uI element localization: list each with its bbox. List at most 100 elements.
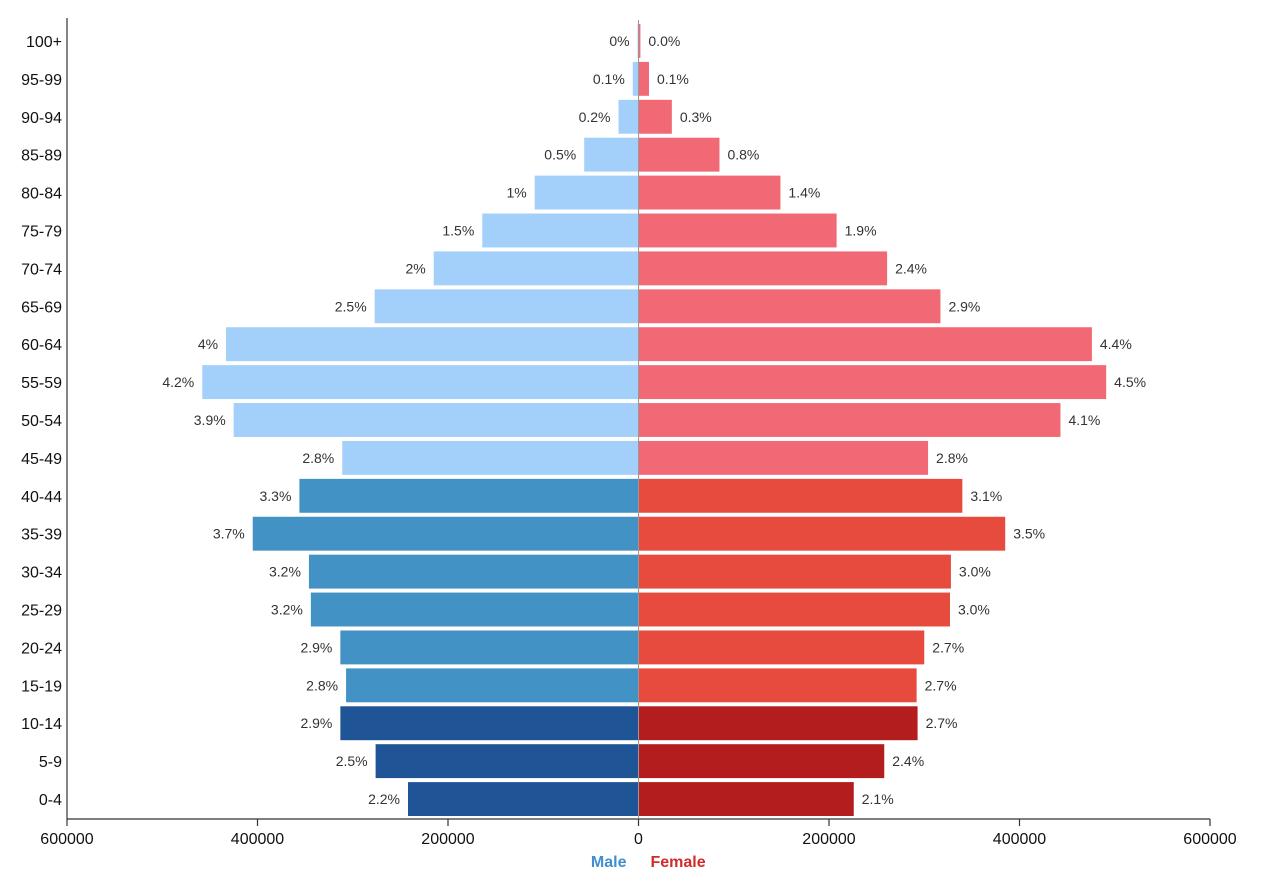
x-tick-label: 0 — [634, 831, 643, 848]
bar-female-20-24 — [638, 630, 925, 665]
pct-label-male-75-79: 1.5% — [442, 222, 474, 238]
pct-label-male-85-89: 0.5% — [544, 147, 576, 163]
bar-male-10-14 — [340, 706, 639, 741]
pct-label-male-40-44: 3.3% — [259, 488, 291, 504]
bar-female-90-94 — [638, 99, 672, 134]
bar-male-95-99 — [632, 61, 639, 96]
pct-label-female-100+: 0.0% — [648, 33, 680, 49]
age-label-65-69: 65-69 — [21, 299, 62, 316]
x-ticks-layer: 600000 400000 200000 0 200000 400000 600000 — [40, 819, 1237, 848]
age-label-45-49: 45-49 — [21, 451, 62, 468]
pct-label-female-85-89: 0.8% — [727, 147, 759, 163]
pct-label-male-60-64: 4% — [198, 336, 218, 352]
bar-female-15-19 — [638, 668, 917, 703]
pct-label-male-55-59: 4.2% — [162, 374, 194, 390]
x-tick-label: 200000 — [802, 831, 855, 848]
bar-male-90-94 — [618, 99, 639, 134]
bar-male-55-59 — [202, 365, 639, 400]
age-label-50-54: 50-54 — [21, 413, 62, 430]
pct-label-female-95-99: 0.1% — [657, 71, 689, 87]
pct-label-male-5-9: 2.5% — [336, 753, 368, 769]
pct-label-female-30-34: 3.0% — [959, 564, 991, 580]
legend-female: Female — [651, 854, 706, 871]
pct-label-female-45-49: 2.8% — [936, 450, 968, 466]
bar-male-70-74 — [433, 251, 639, 286]
age-label-90-94: 90-94 — [21, 110, 62, 127]
bar-male-50-54 — [233, 403, 639, 437]
pct-label-female-70-74: 2.4% — [895, 260, 927, 276]
pct-label-male-65-69: 2.5% — [335, 298, 367, 314]
pct-label-female-65-69: 2.9% — [948, 298, 980, 314]
pct-label-female-10-14: 2.7% — [926, 715, 958, 731]
pct-label-male-30-34: 3.2% — [269, 564, 301, 580]
bar-female-70-74 — [638, 251, 888, 286]
bar-female-50-54 — [638, 403, 1061, 437]
labels-layer: 0-4 2.2% 2.1% 5-9 2.5% 2.4% 10-14 2.9% 2.7% 15-19… — [21, 33, 1146, 809]
pct-label-female-40-44: 3.1% — [970, 488, 1002, 504]
pct-label-female-90-94: 0.3% — [680, 109, 712, 125]
bar-male-5-9 — [375, 744, 639, 779]
age-label-25-29: 25-29 — [21, 603, 62, 620]
bar-female-10-14 — [638, 706, 918, 741]
age-label-30-34: 30-34 — [21, 565, 62, 582]
pct-label-male-100+: 0% — [609, 33, 629, 49]
bar-female-0-4 — [638, 782, 854, 816]
pct-label-male-25-29: 3.2% — [271, 602, 303, 618]
bar-male-35-39 — [252, 516, 639, 551]
bar-male-15-19 — [346, 668, 639, 703]
pct-label-male-95-99: 0.1% — [593, 71, 625, 87]
bar-female-85-89 — [638, 137, 720, 172]
pct-label-male-20-24: 2.9% — [300, 639, 332, 655]
bar-female-95-99 — [638, 61, 649, 96]
bar-male-75-79 — [482, 213, 639, 248]
bar-male-65-69 — [374, 289, 639, 324]
age-label-85-89: 85-89 — [21, 148, 62, 165]
age-label-60-64: 60-64 — [21, 337, 62, 354]
age-label-80-84: 80-84 — [21, 186, 62, 203]
bar-male-45-49 — [342, 440, 639, 475]
age-label-0-4: 0-4 — [39, 792, 62, 809]
bar-male-0-4 — [407, 782, 639, 816]
pct-label-female-0-4: 2.1% — [862, 791, 894, 807]
pct-label-female-50-54: 4.1% — [1068, 412, 1100, 428]
pct-label-female-80-84: 1.4% — [788, 185, 820, 201]
pct-label-female-5-9: 2.4% — [892, 753, 924, 769]
bar-female-25-29 — [638, 592, 950, 627]
pct-label-female-15-19: 2.7% — [925, 677, 957, 693]
age-label-55-59: 55-59 — [21, 375, 62, 392]
pct-label-male-35-39: 3.7% — [213, 526, 245, 542]
age-label-100+: 100+ — [26, 34, 62, 51]
pct-label-male-45-49: 2.8% — [302, 450, 334, 466]
bar-female-55-59 — [638, 365, 1107, 400]
age-label-20-24: 20-24 — [21, 640, 62, 657]
age-label-35-39: 35-39 — [21, 527, 62, 544]
pct-label-female-75-79: 1.9% — [845, 222, 877, 238]
bar-male-60-64 — [226, 327, 639, 362]
age-label-95-99: 95-99 — [21, 72, 62, 89]
x-tick-label: 200000 — [421, 831, 474, 848]
pct-label-female-20-24: 2.7% — [932, 639, 964, 655]
pct-label-male-70-74: 2% — [405, 260, 425, 276]
bar-female-30-34 — [638, 554, 951, 589]
pct-label-male-0-4: 2.2% — [368, 791, 400, 807]
bar-male-25-29 — [310, 592, 639, 627]
age-label-15-19: 15-19 — [21, 678, 62, 695]
bar-female-60-64 — [638, 327, 1092, 362]
pct-label-male-50-54: 3.9% — [194, 412, 226, 428]
bar-female-40-44 — [638, 478, 963, 513]
bar-male-40-44 — [299, 478, 639, 513]
age-label-75-79: 75-79 — [21, 223, 62, 240]
x-tick-label: 400000 — [231, 831, 284, 848]
bar-female-45-49 — [638, 440, 929, 475]
pct-label-male-15-19: 2.8% — [306, 677, 338, 693]
bar-female-75-79 — [638, 213, 837, 248]
x-tick-label: 600000 — [40, 831, 93, 848]
pct-label-female-60-64: 4.4% — [1100, 336, 1132, 352]
age-label-40-44: 40-44 — [21, 489, 62, 506]
x-tick-label: 600000 — [1183, 831, 1236, 848]
age-label-70-74: 70-74 — [21, 261, 62, 278]
age-label-10-14: 10-14 — [21, 716, 62, 733]
bar-female-35-39 — [638, 516, 1006, 551]
pct-label-male-80-84: 1% — [506, 185, 526, 201]
